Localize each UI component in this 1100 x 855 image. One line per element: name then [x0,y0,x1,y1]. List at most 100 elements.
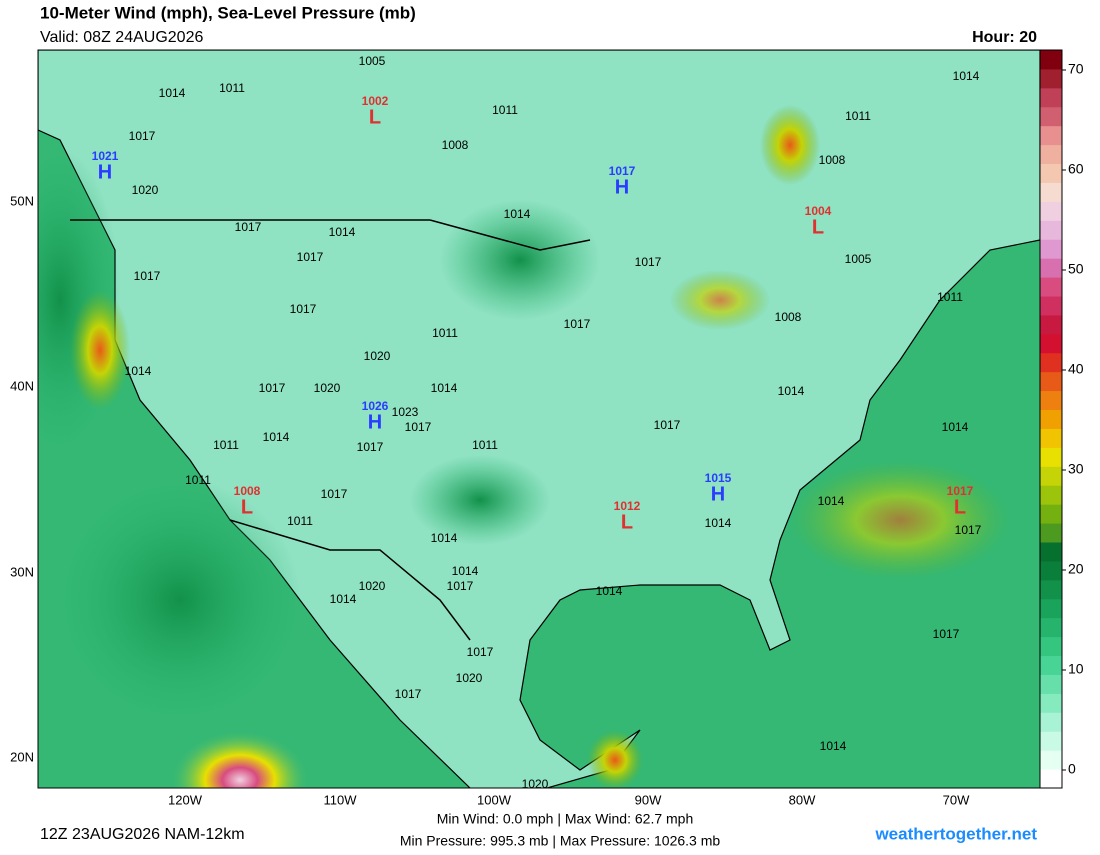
colorbar-swatch [1040,579,1062,600]
isobar-label: 1017 [654,418,681,432]
pressure-center: H [98,161,112,183]
isobar-label: 1017 [933,627,960,641]
pressure-center: L [369,106,381,128]
pressure-center: L [954,496,966,518]
pressure-value: 1017 [947,484,974,498]
colorbar-swatch [1040,542,1062,562]
isobar-label: 1014 [263,430,290,444]
isobar-label: 1011 [185,473,211,487]
colorbar-swatch [1040,352,1062,373]
isobar-label: 1011 [213,438,239,452]
colorbar-swatch [1040,769,1062,789]
colorbar-frame [1039,49,1063,789]
pressure-value: 1017 [609,164,636,178]
isobar-label: 1017 [259,381,286,395]
lat-label: 30N [10,564,34,579]
colorbar-label: 70 [1068,61,1084,77]
colorbar-label: 30 [1068,461,1084,477]
title: 10-Meter Wind (mph), Sea-Level Pressure … [40,3,416,22]
colorbar-label: 20 [1068,561,1084,577]
colorbar-swatch [1040,333,1062,354]
isobar-label: 1014 [596,584,623,598]
pressure-value: 1008 [234,484,261,498]
colorbar-label: 10 [1068,661,1084,677]
colorbar-swatch [1040,371,1062,392]
isobar-label: 1017 [290,302,317,316]
wind-area [760,105,820,185]
isobar-label: 1014 [125,364,152,378]
isobar-label: 1017 [635,255,662,269]
isobar-label: 1011 [432,326,458,340]
isobar-label: 1011 [219,81,245,95]
border [229,519,471,641]
colorbar-label: 0 [1068,761,1076,777]
colorbar-swatch [1040,314,1062,335]
pressure-value: 1002 [362,94,389,108]
colorbar-swatch [1040,87,1062,108]
pressure-center: H [711,483,725,505]
isobar-label: 1017 [447,579,474,593]
colorbar-swatch [1040,277,1062,297]
pressure-center: L [812,216,824,238]
wind-area [790,460,1010,580]
colorbar-swatch [1040,220,1062,240]
pressure-center: H [615,176,629,198]
colorbar-swatch [1040,712,1062,732]
isobar-label: 1014 [159,86,186,100]
pressure-center: L [241,496,253,518]
isobar-label: 1008 [442,138,469,152]
isobar-label: 1017 [955,523,982,537]
isobar-label: 1017 [134,269,161,283]
isobar-label: 1014 [953,69,980,83]
isobar-label: 1023 [392,405,419,419]
isobar-label: 1014 [942,420,969,434]
isobar-label: 1017 [235,220,262,234]
wind-area [70,290,130,410]
colorbar-swatch [1040,390,1062,411]
wind-area [587,730,643,788]
wind-area [670,270,770,330]
colorbar-swatch [1040,693,1062,713]
colorbar-label: 60 [1068,161,1084,177]
isobar-label: 1011 [492,103,518,117]
pressure-value: 1015 [705,471,732,485]
colorbar-swatch [1040,296,1062,316]
colorbar-swatch [1040,466,1062,486]
forecast-hour: Hour: 20 [972,29,1037,46]
pressure-value: 1026 [362,399,389,413]
lon-label: 110W [324,792,358,807]
isobar-label: 1011 [287,514,313,528]
isobar-label: 1017 [129,129,156,143]
isobar-label: 1005 [845,252,872,266]
isobar-label: 1017 [467,645,494,659]
isobar-label: 1020 [456,671,483,685]
isobar-label: 1005 [359,54,386,68]
isobar-label: 1020 [522,777,549,791]
isobar-label: 1017 [321,487,348,501]
colorbar-swatch [1040,504,1062,524]
pressure-center: L [621,511,633,533]
lon-label: 120W [168,792,203,807]
isobar-label: 1008 [819,153,846,167]
colorbar-swatch [1040,674,1062,694]
lon-label: 80W [789,792,816,807]
colorbar-swatch [1040,447,1062,467]
isobar-label: 1017 [357,440,384,454]
isobar-label: 1017 [564,317,591,331]
isobar-label: 1011 [937,290,963,304]
colorbar-swatch [1040,523,1062,543]
site: weathertogether.net [874,824,1037,843]
isobar-label: 1017 [395,687,422,701]
colorbar-swatch [1040,655,1062,675]
lon-label: 70W [943,792,970,807]
colorbar-swatch [1040,239,1062,259]
lat-label: 50N [10,193,34,208]
colorbar-swatch [1040,182,1062,202]
isobar-label: 1017 [297,250,324,264]
map [38,50,1040,788]
isobar-label: 1017 [405,420,432,434]
colorbar-label: 40 [1068,361,1084,377]
lon-label: 100W [477,792,512,807]
isobar-label: 1020 [314,381,341,395]
